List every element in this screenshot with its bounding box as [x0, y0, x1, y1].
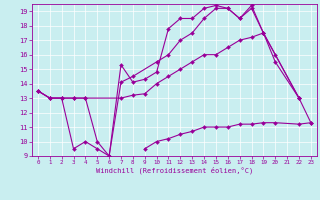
X-axis label: Windchill (Refroidissement éolien,°C): Windchill (Refroidissement éolien,°C)	[96, 167, 253, 174]
